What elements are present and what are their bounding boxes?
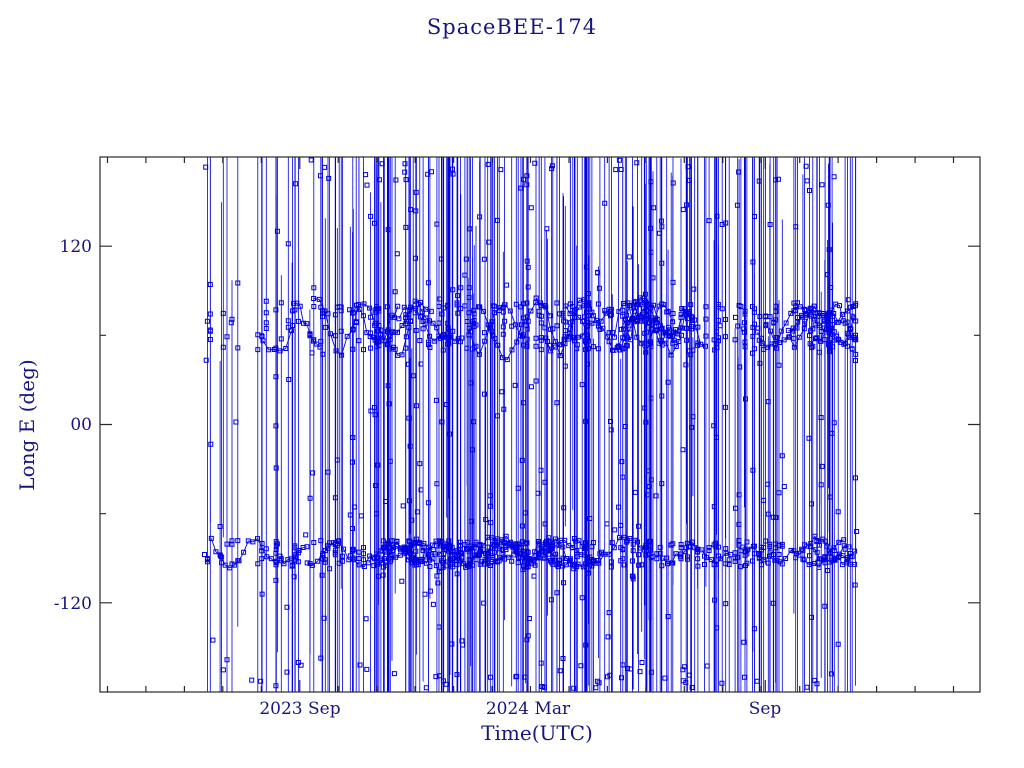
data-lines	[207, 157, 857, 692]
data-series	[202, 157, 860, 692]
chart-title: SpaceBEE-174	[427, 15, 597, 39]
x-tick-label: 2024 Mar	[486, 699, 571, 719]
data-markers	[202, 157, 860, 691]
y-axis-label: Long E (deg)	[15, 359, 39, 490]
x-tick-label: 2023 Sep	[259, 699, 340, 719]
y-tick-label: 120	[60, 237, 92, 257]
y-tick-label: 00	[70, 415, 92, 435]
x-axis-label: Time(UTC)	[481, 721, 593, 745]
axis-ticks	[100, 157, 980, 692]
x-tick-label: Sep	[749, 699, 782, 719]
y-tick-label: -120	[54, 594, 92, 614]
